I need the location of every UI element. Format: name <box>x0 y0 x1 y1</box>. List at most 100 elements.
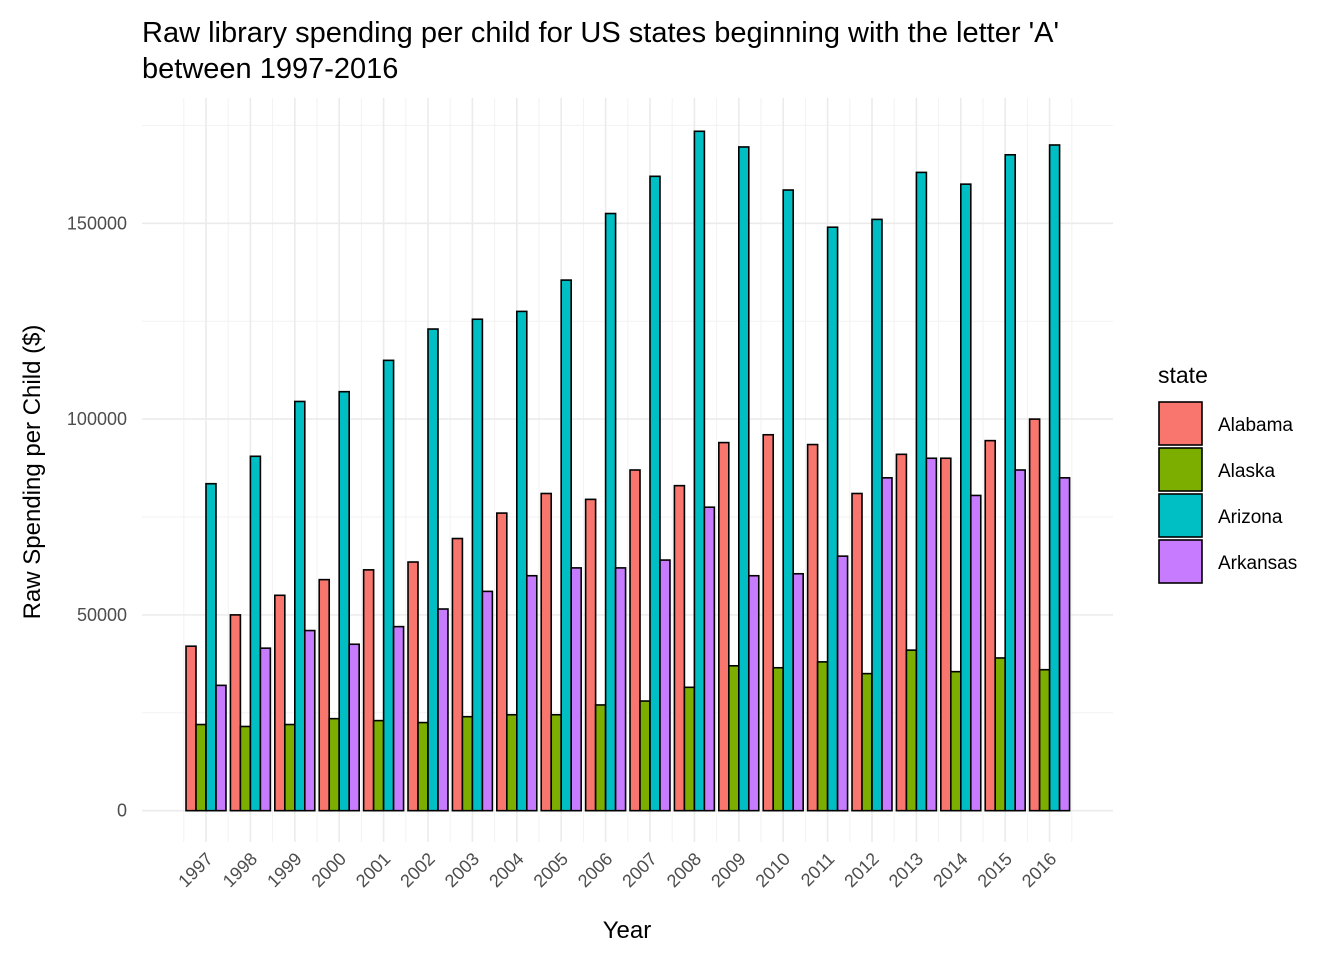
bar-alabama-2009 <box>718 441 730 812</box>
bar-arkansas-2010 <box>792 572 804 812</box>
bar-alabama-2005 <box>540 492 553 812</box>
bar-alaska-2001 <box>372 719 385 812</box>
x-tick-label: 1997 <box>174 849 216 891</box>
bar-arkansas-1999 <box>303 629 316 812</box>
bar-alaska-2000 <box>328 717 340 812</box>
bar-arizona-2012 <box>871 218 883 812</box>
x-tick-label: 2001 <box>352 849 394 891</box>
bar-arkansas-2002 <box>437 608 449 812</box>
bar-arizona-2002 <box>427 328 439 812</box>
y-tick-label: 50000 <box>77 605 127 625</box>
legend-label-alaska: Alaska <box>1218 461 1275 482</box>
x-tick-label: 2016 <box>1018 849 1060 891</box>
x-tick-label: 2008 <box>663 849 705 891</box>
x-tick-label: 2011 <box>797 849 839 891</box>
bar-arizona-2009 <box>737 146 750 812</box>
y-tick-label: 100000 <box>67 409 127 429</box>
bar-alabama-2003 <box>451 537 464 812</box>
bar-arizona-2015 <box>1004 153 1016 812</box>
bar-arizona-2000 <box>338 390 350 812</box>
bar-arkansas-2012 <box>881 477 893 812</box>
bar-arizona-1999 <box>293 400 306 812</box>
bar-alaska-2009 <box>728 664 740 812</box>
bar-arkansas-2011 <box>836 555 849 812</box>
bar-alabama-2014 <box>940 457 952 812</box>
bar-arizona-2006 <box>604 212 617 812</box>
bar-arizona-1997 <box>205 482 217 812</box>
bar-arizona-1998 <box>249 455 262 812</box>
bar-arkansas-2013 <box>925 457 938 812</box>
bar-alaska-2003 <box>461 715 474 812</box>
bar-alabama-2001 <box>362 569 375 812</box>
x-tick-label: 1998 <box>219 849 261 891</box>
x-tick-label: 2000 <box>308 849 350 891</box>
bar-arkansas-2003 <box>481 590 494 812</box>
legend-label-arkansas: Arkansas <box>1218 553 1297 574</box>
x-tick-label: 2003 <box>441 849 483 891</box>
x-axis: 1997 1998 1999 2000 2001 2002 2003 2004 2005 2006… <box>174 849 1060 891</box>
bar-arizona-2001 <box>382 359 395 812</box>
bar-arkansas-1997 <box>215 684 227 812</box>
x-tick-label: 2015 <box>974 849 1016 891</box>
bar-alabama-2013 <box>895 453 908 812</box>
x-axis-title: Year <box>603 917 652 944</box>
bar-alaska-2010 <box>772 666 785 812</box>
x-tick-label: 2007 <box>618 849 660 891</box>
bar-alabama-2000 <box>318 578 331 812</box>
x-tick-label: 2013 <box>885 849 927 891</box>
bar-arizona-2005 <box>560 279 572 812</box>
bar-arizona-2007 <box>649 175 661 812</box>
bar-alaska-1999 <box>284 723 296 812</box>
bar-alaska-2007 <box>639 700 651 812</box>
bar-alabama-2004 <box>496 512 508 812</box>
legend: Alabama Alaska Arizona Arkansas <box>1158 401 1297 584</box>
legend-key-alabama <box>1158 401 1203 446</box>
bar-arizona-2008 <box>693 130 706 812</box>
x-tick-label: 2005 <box>530 849 572 891</box>
bar-alabama-2002 <box>407 561 419 812</box>
bar-arizona-2004 <box>515 310 528 812</box>
bar-arizona-2016 <box>1048 144 1061 812</box>
bar-arkansas-2008 <box>703 506 716 812</box>
x-tick-label: 2014 <box>929 849 971 891</box>
x-tick-label: 2002 <box>396 849 438 891</box>
legend-label-alabama: Alabama <box>1218 415 1293 436</box>
y-axis: 0 50000 100000 150000 <box>67 213 127 820</box>
chart-title-line-2: between 1997-2016 <box>142 53 398 85</box>
bar-alaska-2015 <box>994 657 1007 812</box>
bar-arizona-2011 <box>826 226 839 812</box>
legend-key-alaska <box>1158 447 1203 492</box>
bar-alabama-2008 <box>673 484 686 812</box>
bar-arkansas-2007 <box>659 559 671 812</box>
bar-alabama-2010 <box>762 433 775 812</box>
bar-alaska-2002 <box>417 721 429 812</box>
bar-alabama-1997 <box>185 645 197 812</box>
x-tick-label: 2006 <box>574 849 616 891</box>
bar-alaska-2012 <box>861 672 873 812</box>
bar-alaska-2008 <box>683 686 696 812</box>
bar-alaska-2006 <box>594 704 607 812</box>
bar-alaska-2011 <box>816 661 829 812</box>
bar-arkansas-1998 <box>259 647 272 812</box>
bar-arizona-2013 <box>915 171 928 812</box>
bar-arkansas-2014 <box>969 494 982 812</box>
x-tick-label: 2009 <box>707 849 749 891</box>
bar-alaska-2016 <box>1038 668 1051 812</box>
y-tick-label: 0 <box>117 801 127 821</box>
bars <box>185 130 1071 812</box>
x-tick-label: 1999 <box>263 849 305 891</box>
bar-alaska-2014 <box>950 670 962 812</box>
x-tick-label: 2010 <box>752 849 794 891</box>
bar-alabama-2015 <box>984 439 997 812</box>
legend-key-arkansas <box>1158 539 1203 584</box>
legend-key-arizona <box>1158 493 1203 538</box>
bar-arkansas-2005 <box>570 567 582 812</box>
bar-arizona-2014 <box>959 183 972 812</box>
bar-arkansas-2004 <box>525 574 538 812</box>
bar-arkansas-2001 <box>392 625 405 812</box>
bar-alabama-2011 <box>806 443 819 812</box>
bar-arkansas-2006 <box>614 567 627 812</box>
chart-title-line-1: Raw library spending per child for US st… <box>142 17 1059 49</box>
y-axis-title: Raw Spending per Child ($) <box>19 325 46 620</box>
